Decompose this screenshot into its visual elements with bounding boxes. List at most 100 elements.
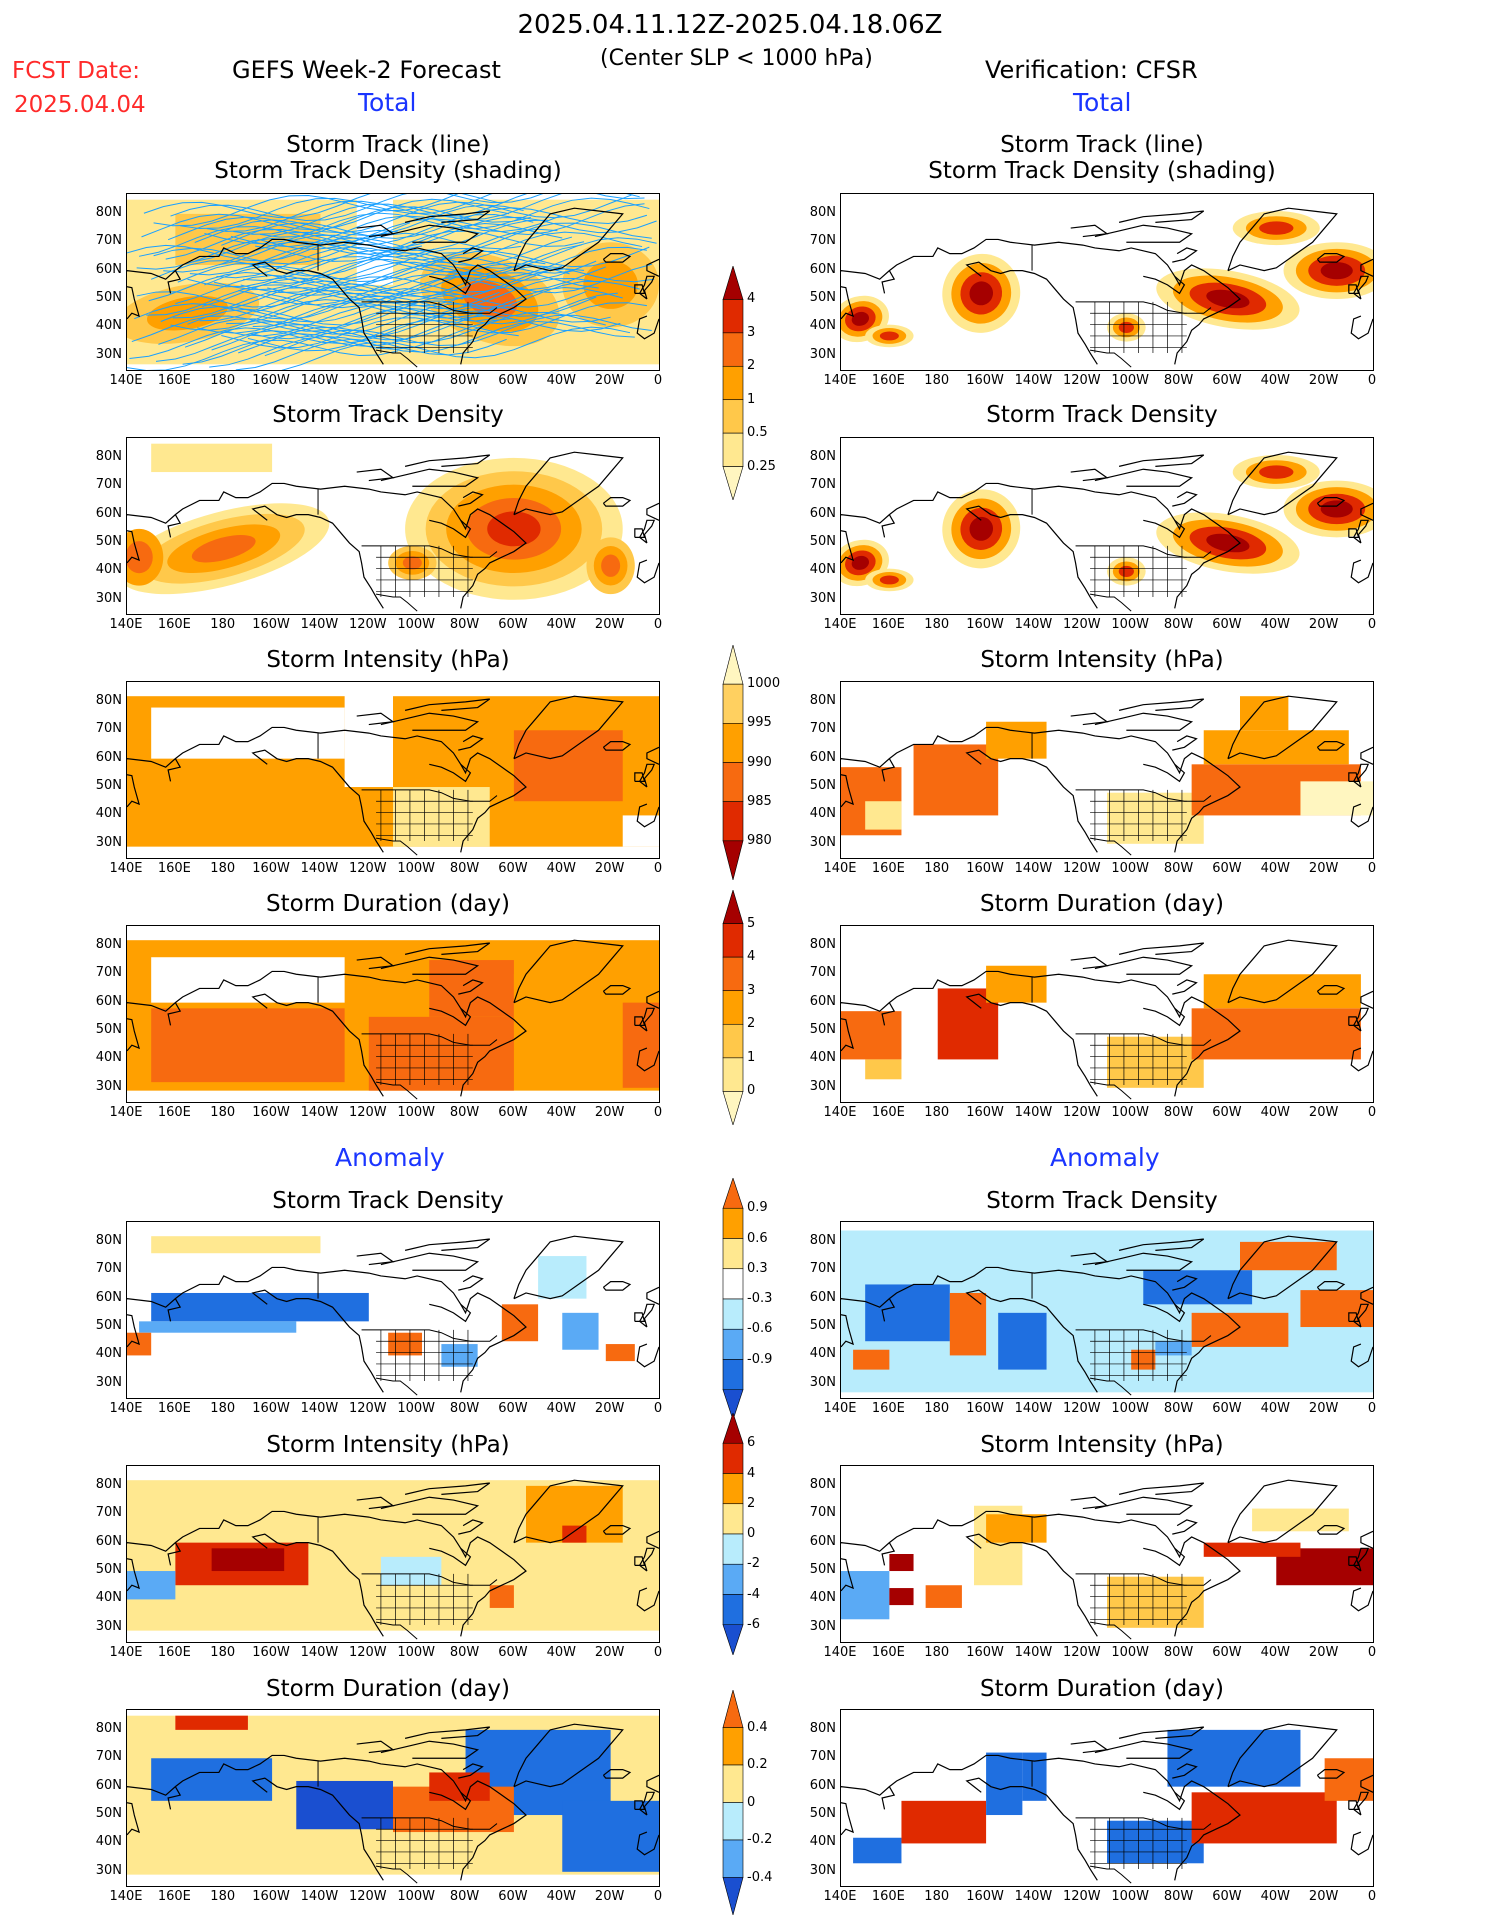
lon-label: 20W xyxy=(594,1401,625,1416)
lat-label: 60N xyxy=(95,1533,122,1549)
colorbar-anom_density xyxy=(722,1178,744,1420)
lat-label: 40N xyxy=(809,806,836,822)
lon-label: 180 xyxy=(210,617,236,632)
lon-label: 180 xyxy=(924,1105,950,1120)
lat-label: 80N xyxy=(809,936,836,952)
lon-label: 160E xyxy=(871,617,905,632)
lon-label: 100W xyxy=(1111,861,1149,876)
lon-label: 160E xyxy=(157,1401,191,1416)
lon-label: 60W xyxy=(498,1401,528,1416)
lon-label: 40W xyxy=(1260,1105,1290,1120)
colorbar-label: 985 xyxy=(747,793,772,809)
lat-label: 30N xyxy=(809,1078,836,1094)
colorbar-label: -0.4 xyxy=(747,1869,773,1885)
colorbar-label: -0.2 xyxy=(747,1832,773,1847)
lon-label: 80W xyxy=(449,1401,480,1416)
lon-label: 0 xyxy=(1367,861,1377,876)
lon-label: 20W xyxy=(594,861,625,876)
lon-label: 80W xyxy=(449,373,480,388)
lat-label: 50N xyxy=(95,1318,122,1334)
colorbar-label: -6 xyxy=(747,1616,760,1632)
right-total-label: Total xyxy=(1073,88,1132,117)
lat-label: 80N xyxy=(95,692,122,708)
lon-label: 40W xyxy=(1260,1401,1290,1416)
lon-label: 0 xyxy=(1367,1889,1377,1904)
lon-label: 0 xyxy=(653,1645,663,1660)
lon-label: 160W xyxy=(966,1105,1004,1120)
lon-label: 160W xyxy=(966,617,1004,632)
lat-label: 80N xyxy=(95,204,122,220)
lon-label: 40W xyxy=(546,1105,576,1120)
lat-label: 80N xyxy=(809,448,836,464)
lon-label: 20W xyxy=(594,373,625,388)
colorbar-duration xyxy=(722,890,744,1125)
right-density-map xyxy=(840,437,1374,615)
lon-label: 40W xyxy=(1260,861,1290,876)
lat-label: 50N xyxy=(95,1022,122,1038)
lon-label: 0 xyxy=(1367,373,1377,388)
lon-label: 140E xyxy=(823,373,857,388)
lon-label: 80W xyxy=(1163,1401,1194,1416)
lon-label: 140E xyxy=(823,1889,857,1904)
lon-label: 100W xyxy=(397,1645,435,1660)
lat-label: 40N xyxy=(809,1590,836,1606)
lat-label: 50N xyxy=(95,1562,122,1578)
lon-label: 180 xyxy=(924,1889,950,1904)
lon-label: 60W xyxy=(1212,1889,1242,1904)
lon-label: 0 xyxy=(1367,1105,1377,1120)
lat-label: 30N xyxy=(809,1374,836,1390)
colorbar-label: -2 xyxy=(747,1556,760,1572)
lon-label: 120W xyxy=(348,1645,387,1660)
colorbar-label: 0 xyxy=(747,1083,756,1099)
fcst-date: 2025.04.04 xyxy=(14,92,146,118)
lat-label: 80N xyxy=(95,1476,122,1492)
lat-label: 80N xyxy=(95,936,122,952)
colorbar-label: 4 xyxy=(747,949,756,965)
lon-label: 100W xyxy=(397,1889,435,1904)
lon-label: 0 xyxy=(653,373,663,388)
lon-label: 180 xyxy=(924,1401,950,1416)
lon-label: 60W xyxy=(498,617,528,632)
left-duration-map xyxy=(126,925,660,1103)
lon-label: 140E xyxy=(109,373,143,388)
colorbar-label: -4 xyxy=(747,1586,760,1602)
left-title-intensity: Storm Intensity (hPa) xyxy=(266,647,510,673)
lon-label: 120W xyxy=(348,617,387,632)
lon-label: 20W xyxy=(1308,1401,1339,1416)
lon-label: 80W xyxy=(1163,1105,1194,1120)
colorbar-anom_intensity xyxy=(722,1413,744,1655)
lon-label: 180 xyxy=(210,1645,236,1660)
lon-label: 80W xyxy=(1163,1645,1194,1660)
lat-label: 40N xyxy=(809,562,836,578)
left-title-anom-intensity: Storm Intensity (hPa) xyxy=(266,1432,510,1458)
lat-label: 40N xyxy=(809,1346,836,1362)
lon-label: 140W xyxy=(300,1401,339,1416)
lon-label: 60W xyxy=(1212,1105,1242,1120)
left-density-map xyxy=(126,437,660,615)
lon-label: 0 xyxy=(1367,1401,1377,1416)
lon-label: 0 xyxy=(653,861,663,876)
lat-label: 70N xyxy=(95,1505,122,1521)
colorbar-label: 0 xyxy=(747,1794,756,1810)
lon-label: 20W xyxy=(1308,1645,1339,1660)
lon-label: 140E xyxy=(109,1105,143,1120)
lon-label: 140W xyxy=(1014,1105,1053,1120)
right-title-duration: Storm Duration (day) xyxy=(980,891,1224,917)
lat-label: 30N xyxy=(95,1862,122,1878)
lon-label: 60W xyxy=(498,1645,528,1660)
left-intensity-map xyxy=(126,681,660,859)
lat-label: 40N xyxy=(95,1590,122,1606)
lon-label: 0 xyxy=(653,617,663,632)
left-title-track-line: Storm Track (line) xyxy=(286,132,490,158)
right-title-density: Storm Track Density xyxy=(986,402,1218,428)
lon-label: 180 xyxy=(924,617,950,632)
colorbar-label: 3 xyxy=(747,324,756,340)
lat-label: 40N xyxy=(95,562,122,578)
lon-label: 160W xyxy=(252,1645,290,1660)
lat-label: 30N xyxy=(95,346,122,362)
lat-label: 60N xyxy=(95,1289,122,1305)
lon-label: 160E xyxy=(871,1401,905,1416)
lat-label: 50N xyxy=(809,1022,836,1038)
lat-label: 80N xyxy=(809,692,836,708)
colorbar-label: 990 xyxy=(747,754,772,770)
